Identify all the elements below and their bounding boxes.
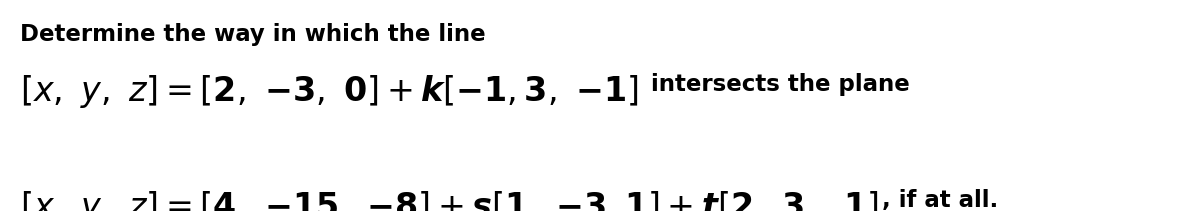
Text: $[x,\ y,\ z] = [\mathbf{2},\ \mathbf{{-3}},\ \mathbf{0}] + \boldsymbol{k}[\mathb: $[x,\ y,\ z] = [\mathbf{2},\ \mathbf{{-3… <box>20 73 638 110</box>
Text: intersects the plane: intersects the plane <box>643 73 911 96</box>
Text: , if at all.: , if at all. <box>882 189 998 211</box>
Text: $[x,\ y,\ z] = [\mathbf{4},\ \mathbf{{-15}},\ \mathbf{{-8}}] + \boldsymbol{s}[\m: $[x,\ y,\ z] = [\mathbf{4},\ \mathbf{{-1… <box>20 189 878 211</box>
Text: Determine the way in which the line: Determine the way in which the line <box>20 23 486 46</box>
